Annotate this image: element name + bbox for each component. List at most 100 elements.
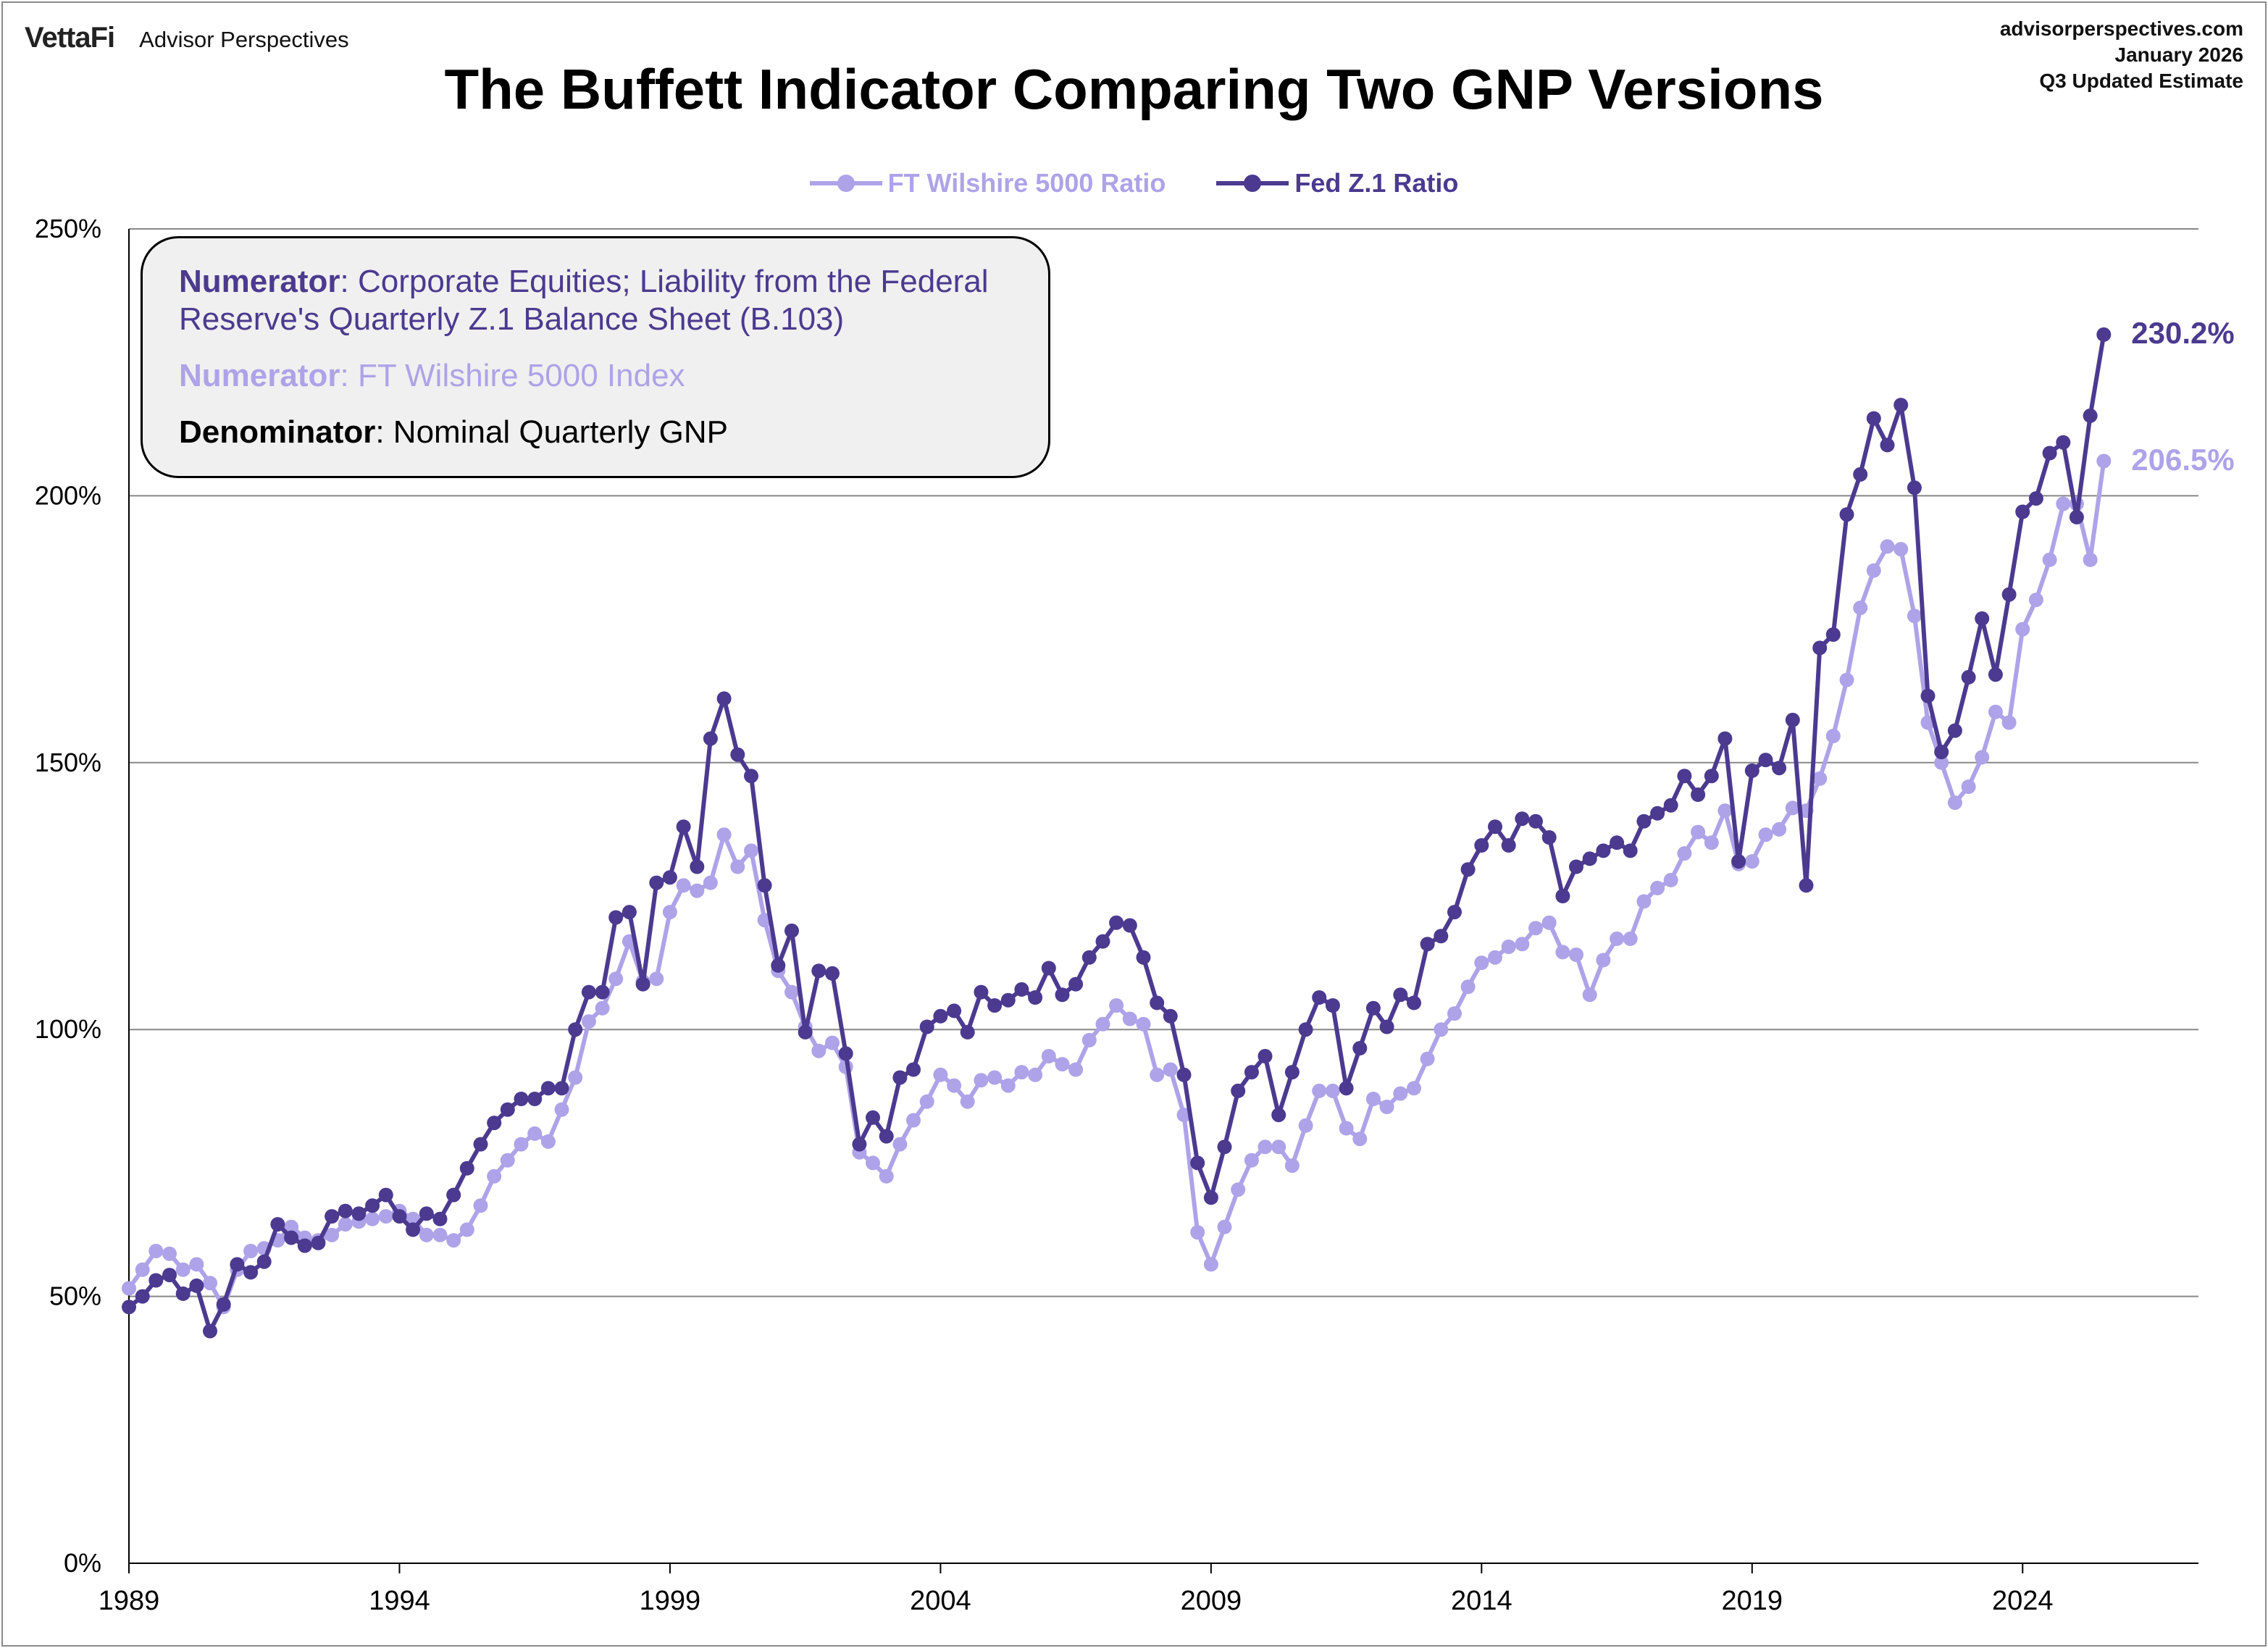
series-line-1 (127, 334, 2106, 1334)
data-point (1975, 750, 1990, 765)
data-point (1407, 995, 1421, 1011)
data-point (1839, 507, 1854, 522)
data-point (1744, 763, 1759, 778)
data-point (1122, 918, 1137, 933)
data-point (1393, 987, 1408, 1003)
data-point (1785, 712, 1800, 727)
data-point (338, 1203, 353, 1218)
data-point (1163, 1062, 1178, 1077)
data-point (1610, 835, 1625, 850)
data-point (622, 905, 637, 920)
chart-title: The Buffett Indicator Comparing Two GNP … (444, 57, 1824, 121)
data-point (716, 827, 732, 842)
note-numerator-wilshire: Numerator: FT Wilshire 5000 Index (179, 358, 685, 393)
legend-swatch-wilshire (809, 172, 882, 194)
data-point (1610, 931, 1625, 946)
data-point (933, 1008, 948, 1024)
data-point (1339, 1121, 1354, 1136)
data-point (1122, 1011, 1137, 1026)
data-point (825, 1035, 840, 1050)
data-point (540, 1134, 556, 1149)
data-point (1785, 800, 1800, 816)
data-point (1691, 824, 1706, 840)
data-point (1825, 729, 1841, 743)
data-point (1284, 1158, 1300, 1174)
data-point (1000, 992, 1016, 1008)
data-point (514, 1092, 529, 1106)
data-point (1880, 539, 1895, 554)
data-point (744, 769, 758, 784)
data-point (1907, 608, 1922, 624)
data-point (1772, 761, 1787, 776)
data-point (554, 1081, 569, 1096)
data-point (987, 998, 1003, 1013)
data-point (1853, 467, 1868, 482)
data-point (933, 1067, 948, 1082)
data-point (1014, 982, 1029, 997)
data-point (1447, 905, 1462, 920)
data-point (1555, 945, 1570, 960)
axis-layer: 0% 50% 100% 150% 200% 250% 1989 1994 1999 2004 200… (35, 214, 2198, 1616)
data-point (1758, 827, 1773, 842)
data-point (662, 905, 677, 920)
data-point (1055, 1057, 1070, 1072)
data-point (1894, 398, 1909, 413)
data-point (1028, 1067, 1043, 1082)
data-point (1434, 1022, 1449, 1037)
data-point (1393, 1086, 1408, 1101)
data-point (2042, 552, 2057, 567)
vettafi-logo: VettaFi (25, 22, 115, 54)
data-point (540, 1081, 556, 1096)
data-point (1095, 1016, 1110, 1032)
data-point (1055, 987, 1070, 1003)
data-point (1650, 806, 1665, 821)
data-point (581, 1014, 596, 1029)
end-label-fed: 230.2% (2131, 315, 2235, 350)
data-point (1731, 854, 1746, 869)
data-point (919, 1094, 934, 1109)
data-point (1825, 627, 1841, 642)
data-point (175, 1286, 191, 1301)
data-point (1501, 940, 1516, 954)
data-point (866, 1155, 880, 1171)
data-point (771, 958, 786, 973)
data-point (703, 731, 718, 746)
data-point (1515, 937, 1530, 952)
data-point (730, 747, 745, 762)
data-point (500, 1153, 515, 1168)
data-point (1663, 872, 1678, 887)
data-point (446, 1233, 461, 1248)
data-point (1866, 411, 1881, 426)
data-point (135, 1262, 150, 1277)
data-point (1217, 1139, 1232, 1155)
data-point (1203, 1257, 1218, 1272)
data-point (473, 1137, 488, 1152)
data-point (446, 1187, 461, 1202)
y-tick-label: 250% (35, 214, 101, 243)
data-point (1488, 819, 1502, 835)
data-point (1677, 769, 1692, 784)
data-point (175, 1262, 191, 1277)
source-date: January 2026 (2114, 43, 2243, 66)
data-point (2096, 453, 2112, 469)
data-point (527, 1092, 543, 1106)
legend-item-fed: Fed Z.1 Ratio (1216, 168, 1458, 198)
end-label-wilshire: 206.5% (2131, 442, 2235, 477)
data-point (1068, 976, 1084, 992)
data-point (1365, 1000, 1381, 1016)
data-point (1541, 915, 1557, 930)
data-point (1582, 851, 1597, 866)
data-point (527, 1126, 543, 1141)
data-point (947, 1003, 962, 1019)
data-point (2028, 593, 2043, 608)
data-point (1988, 704, 2003, 719)
data-point (419, 1227, 434, 1242)
data-point (1758, 753, 1773, 768)
data-point (649, 875, 664, 890)
data-point (1150, 1067, 1165, 1082)
data-point (1947, 795, 1962, 811)
data-point (1217, 1219, 1232, 1234)
data-point (757, 878, 772, 893)
data-point (1109, 998, 1124, 1013)
